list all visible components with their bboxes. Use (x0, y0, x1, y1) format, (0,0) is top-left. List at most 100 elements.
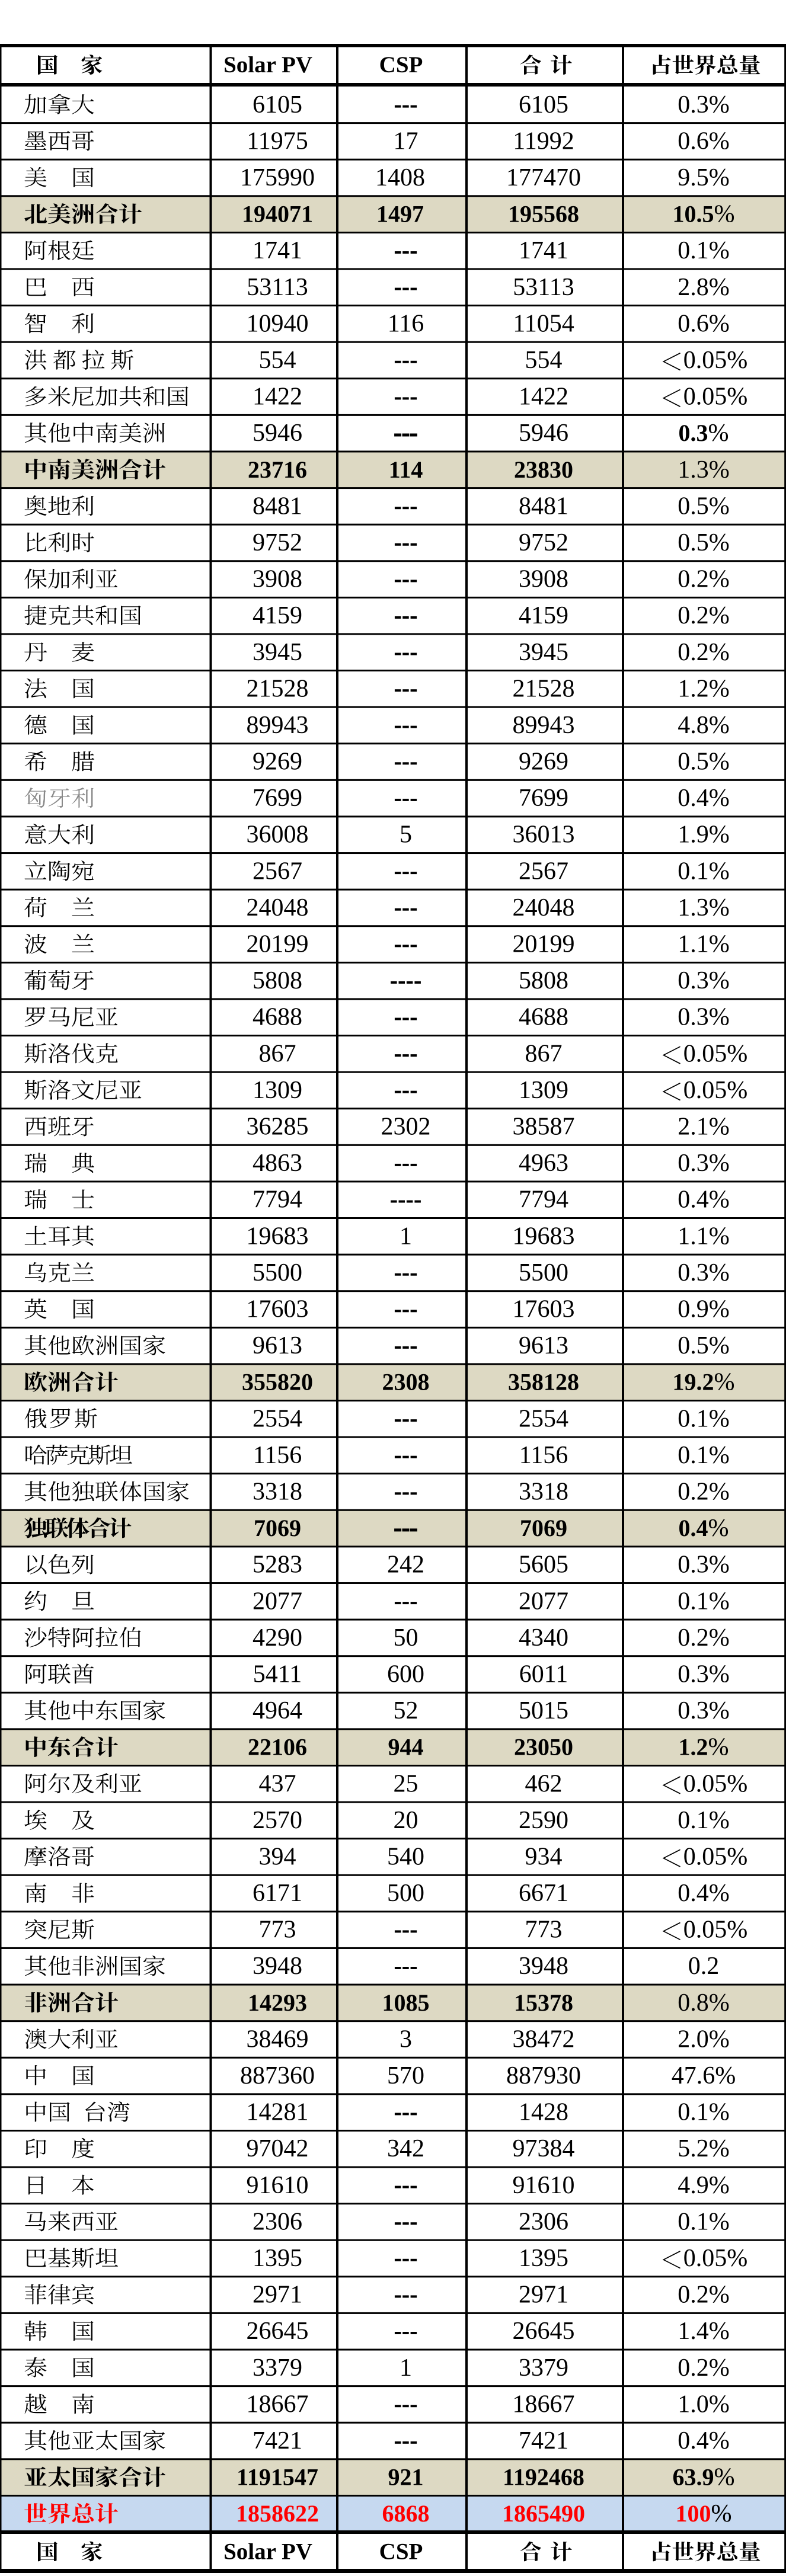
svg-text:9613: 9613 (519, 1332, 568, 1359)
svg-text:26645: 26645 (513, 2318, 575, 2345)
svg-text:355820: 355820 (242, 1369, 313, 1396)
svg-text:944: 944 (388, 1734, 424, 1761)
svg-text:773: 773 (259, 1916, 296, 1944)
svg-text:20199: 20199 (247, 931, 309, 958)
svg-text:5500: 5500 (519, 1259, 568, 1287)
svg-text:9613: 9613 (253, 1332, 302, 1359)
svg-text:1865490: 1865490 (502, 2500, 585, 2527)
svg-text:15378: 15378 (514, 1989, 573, 2016)
svg-text:1741: 1741 (253, 237, 302, 264)
svg-text:19.2%: 19.2% (673, 1369, 735, 1396)
svg-text:2971: 2971 (253, 2281, 302, 2309)
svg-text:23830: 23830 (514, 456, 573, 483)
svg-text:0.5%: 0.5% (678, 492, 730, 520)
svg-text:0.2%: 0.2% (678, 639, 730, 666)
svg-text:14293: 14293 (248, 1989, 307, 2016)
svg-text:53113: 53113 (513, 274, 574, 301)
svg-text:23716: 23716 (248, 456, 307, 483)
svg-text:97384: 97384 (513, 2135, 575, 2162)
svg-text:6011: 6011 (519, 1661, 568, 1688)
svg-text:0.3%: 0.3% (678, 1551, 730, 1579)
svg-text:Solar PV: Solar PV (223, 52, 312, 78)
svg-text:36285: 36285 (247, 1113, 309, 1141)
svg-text:4159: 4159 (519, 602, 568, 629)
svg-text:2554: 2554 (519, 1405, 568, 1432)
svg-text:0.3%: 0.3% (678, 1004, 730, 1031)
svg-text:600: 600 (387, 1661, 424, 1688)
svg-text:1497: 1497 (376, 201, 424, 228)
svg-text:0.5%: 0.5% (678, 529, 730, 556)
svg-text:0.3%: 0.3% (678, 967, 730, 994)
svg-text:9752: 9752 (519, 529, 568, 556)
svg-text:2.0%: 2.0% (678, 2025, 730, 2053)
svg-text:1428: 1428 (519, 2099, 568, 2126)
svg-text:0.3%: 0.3% (678, 1150, 730, 1177)
svg-text:1156: 1156 (519, 1442, 568, 1469)
svg-text:2554: 2554 (253, 1405, 302, 1432)
svg-text:1.0%: 1.0% (678, 2391, 730, 2418)
svg-text:7069: 7069 (254, 1515, 301, 1541)
svg-text:0.2%: 0.2% (678, 2281, 730, 2309)
svg-text:462: 462 (525, 1770, 563, 1797)
svg-text:9269: 9269 (519, 748, 568, 776)
svg-text:11992: 11992 (513, 127, 574, 155)
svg-text:554: 554 (259, 347, 296, 374)
svg-text:1408: 1408 (375, 164, 425, 191)
svg-text:540: 540 (387, 1844, 424, 1871)
svg-text:53113: 53113 (247, 274, 308, 301)
svg-text:2077: 2077 (253, 1588, 302, 1615)
svg-text:100%: 100% (676, 2500, 732, 2527)
svg-text:0.1%: 0.1% (678, 2208, 730, 2235)
svg-text:4863: 4863 (253, 1150, 302, 1177)
svg-text:0.8%: 0.8% (678, 1989, 730, 2017)
svg-text:1.3%: 1.3% (678, 894, 730, 921)
svg-text:9269: 9269 (253, 748, 302, 776)
svg-text:0.3%: 0.3% (678, 1661, 730, 1688)
svg-text:6868: 6868 (382, 2500, 430, 2527)
svg-text:437: 437 (259, 1770, 296, 1797)
svg-text:0.1%: 0.1% (678, 857, 730, 885)
svg-text:3948: 3948 (253, 1953, 302, 1980)
svg-text:3908: 3908 (253, 566, 302, 593)
svg-text:5500: 5500 (253, 1259, 302, 1287)
svg-text:2567: 2567 (253, 857, 302, 885)
svg-text:5.2%: 5.2% (678, 2135, 730, 2162)
svg-text:18667: 18667 (247, 2391, 309, 2418)
svg-text:17603: 17603 (513, 1296, 575, 1323)
svg-text:1.1%: 1.1% (678, 931, 730, 958)
svg-text:0.1%: 0.1% (678, 1442, 730, 1469)
svg-text:24048: 24048 (247, 894, 309, 921)
svg-text:0.05%: 0.05% (683, 1077, 748, 1104)
svg-text:5411: 5411 (253, 1661, 302, 1688)
svg-text:195568: 195568 (508, 201, 579, 228)
svg-text:0.2%: 0.2% (678, 2354, 730, 2382)
svg-text:18667: 18667 (513, 2391, 575, 2418)
svg-text:0.05%: 0.05% (683, 1916, 748, 1944)
svg-text:2306: 2306 (253, 2208, 302, 2235)
svg-text:6105: 6105 (253, 91, 302, 119)
svg-text:6171: 6171 (253, 1880, 302, 1907)
svg-text:1309: 1309 (519, 1077, 568, 1104)
svg-text:2308: 2308 (382, 1369, 430, 1396)
svg-text:63.9%: 63.9% (673, 2464, 735, 2491)
svg-text:1858622: 1858622 (236, 2500, 319, 2527)
svg-text:38587: 38587 (513, 1113, 575, 1141)
svg-text:5015: 5015 (519, 1697, 568, 1724)
svg-text:97042: 97042 (247, 2135, 309, 2162)
svg-text:0.05%: 0.05% (683, 347, 748, 374)
svg-text:5808: 5808 (253, 967, 302, 994)
svg-text:2.8%: 2.8% (678, 274, 730, 301)
svg-text:7794: 7794 (519, 1186, 568, 1214)
svg-text:887360: 887360 (240, 2062, 315, 2089)
svg-text:7794: 7794 (253, 1186, 302, 1214)
svg-text:921: 921 (388, 2464, 424, 2491)
svg-text:242: 242 (387, 1551, 424, 1579)
svg-text:5283: 5283 (253, 1551, 302, 1579)
svg-text:4963: 4963 (519, 1150, 568, 1177)
svg-text:6105: 6105 (519, 91, 568, 119)
svg-text:2.1%: 2.1% (678, 1113, 730, 1141)
svg-text:4.9%: 4.9% (678, 2172, 730, 2199)
svg-text:25: 25 (394, 1770, 418, 1797)
svg-text:0.2%: 0.2% (678, 1624, 730, 1652)
svg-text:1192468: 1192468 (503, 2464, 584, 2491)
